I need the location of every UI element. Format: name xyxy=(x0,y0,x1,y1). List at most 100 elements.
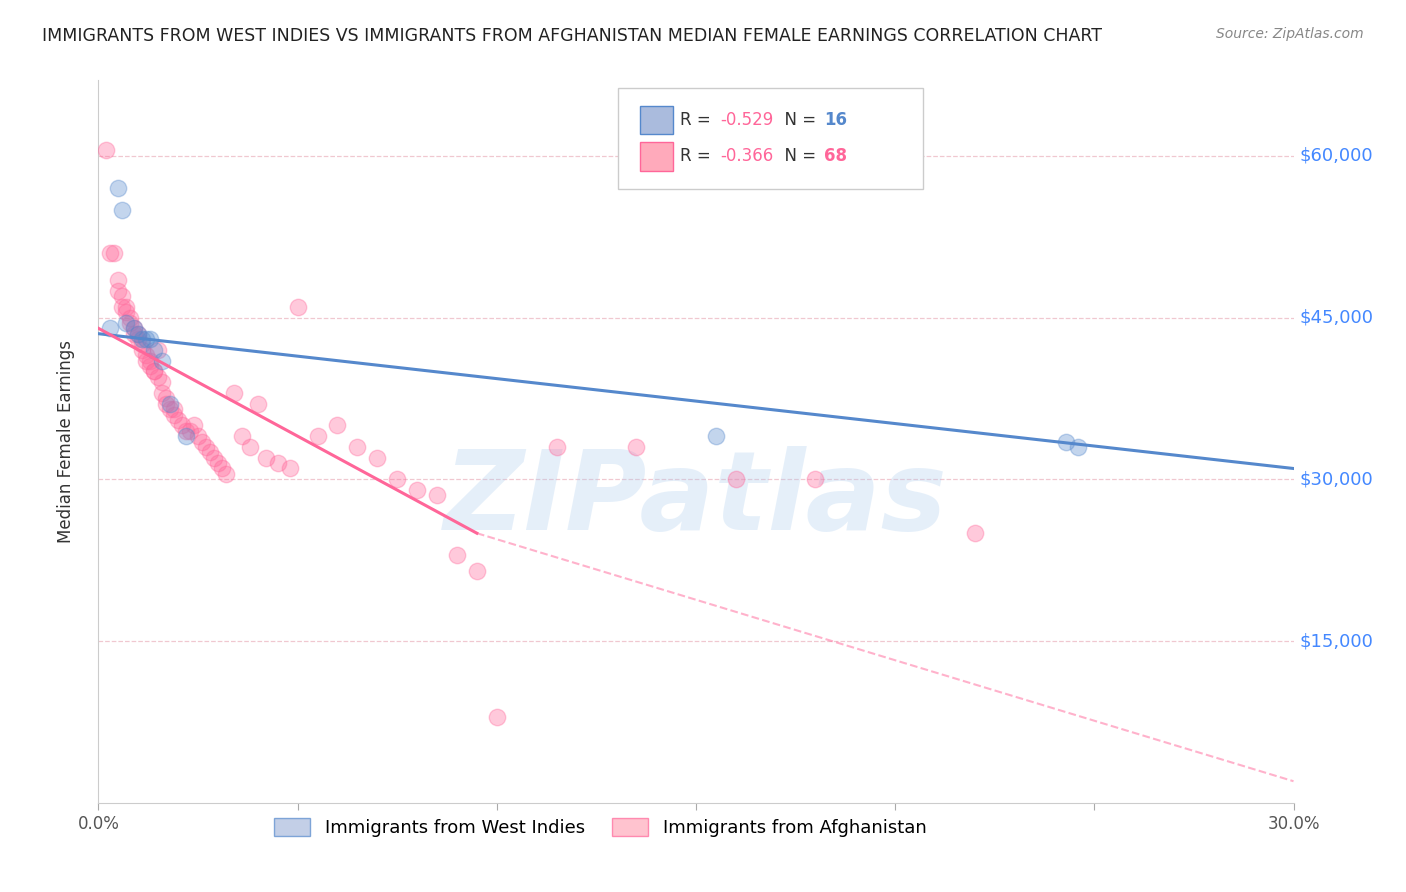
Point xyxy=(246,397,269,411)
Text: Source: ZipAtlas.com: Source: ZipAtlas.com xyxy=(1216,27,1364,41)
Text: $45,000: $45,000 xyxy=(1299,309,1374,326)
Point xyxy=(150,376,173,390)
Point xyxy=(98,321,122,335)
Point xyxy=(231,429,253,443)
Text: $30,000: $30,000 xyxy=(1299,470,1374,488)
Text: $15,000: $15,000 xyxy=(1299,632,1374,650)
Point xyxy=(163,402,186,417)
Point xyxy=(139,359,162,373)
Point xyxy=(103,245,125,260)
Point xyxy=(159,402,181,417)
FancyBboxPatch shape xyxy=(640,142,673,170)
Point xyxy=(179,424,201,438)
Point xyxy=(96,144,118,158)
Point xyxy=(326,418,349,433)
Point xyxy=(98,245,122,260)
Point xyxy=(1056,434,1078,449)
Point xyxy=(172,418,194,433)
Point xyxy=(131,337,153,351)
Y-axis label: Median Female Earnings: Median Female Earnings xyxy=(56,340,75,543)
Text: N =: N = xyxy=(773,111,821,129)
Point xyxy=(143,343,166,357)
Point xyxy=(127,332,149,346)
Text: -0.366: -0.366 xyxy=(720,147,773,165)
Point xyxy=(131,343,153,357)
Point xyxy=(115,316,138,330)
Point xyxy=(135,332,157,346)
Point xyxy=(124,321,146,335)
Point xyxy=(131,332,153,346)
Point xyxy=(150,386,173,401)
Text: IMMIGRANTS FROM WEST INDIES VS IMMIGRANTS FROM AFGHANISTAN MEDIAN FEMALE EARNING: IMMIGRANTS FROM WEST INDIES VS IMMIGRANT… xyxy=(42,27,1102,45)
Point xyxy=(115,300,138,314)
Point xyxy=(446,548,468,562)
Point xyxy=(385,472,409,486)
Legend: Immigrants from West Indies, Immigrants from Afghanistan: Immigrants from West Indies, Immigrants … xyxy=(267,811,934,845)
Point xyxy=(724,472,747,486)
Point xyxy=(143,364,166,378)
Text: 68: 68 xyxy=(824,147,846,165)
Point xyxy=(135,348,157,362)
Point xyxy=(215,467,238,481)
Point xyxy=(127,326,149,341)
Point xyxy=(222,386,245,401)
Point xyxy=(167,413,190,427)
Point xyxy=(174,429,197,443)
Point xyxy=(139,353,162,368)
Point xyxy=(139,332,162,346)
Text: $60,000: $60,000 xyxy=(1299,147,1374,165)
Point xyxy=(183,418,205,433)
Point xyxy=(1067,440,1090,454)
Point xyxy=(465,564,488,578)
FancyBboxPatch shape xyxy=(640,105,673,135)
Point xyxy=(187,429,209,443)
Text: -0.529: -0.529 xyxy=(720,111,773,129)
Point xyxy=(124,326,146,341)
FancyBboxPatch shape xyxy=(619,87,922,189)
Point xyxy=(124,321,146,335)
Point xyxy=(198,445,221,459)
Point xyxy=(120,310,142,325)
Point xyxy=(143,364,166,378)
Point xyxy=(174,424,197,438)
Text: R =: R = xyxy=(681,111,717,129)
Point xyxy=(111,202,134,217)
Point xyxy=(254,450,277,465)
Point xyxy=(150,353,173,368)
Text: 16: 16 xyxy=(824,111,846,129)
Point xyxy=(366,450,388,465)
Point xyxy=(626,440,648,454)
Point xyxy=(163,408,186,422)
Point xyxy=(148,343,170,357)
Text: ZIPatlas: ZIPatlas xyxy=(444,446,948,553)
Point xyxy=(239,440,262,454)
Text: N =: N = xyxy=(773,147,821,165)
Point xyxy=(267,456,290,470)
Point xyxy=(135,353,157,368)
Point xyxy=(191,434,214,449)
Point xyxy=(546,440,568,454)
Point xyxy=(346,440,368,454)
Point xyxy=(159,397,181,411)
Point xyxy=(207,456,229,470)
Point xyxy=(107,273,129,287)
Point xyxy=(107,284,129,298)
Point xyxy=(426,488,449,502)
Point xyxy=(804,472,827,486)
Point xyxy=(278,461,301,475)
Point xyxy=(107,181,129,195)
Point xyxy=(963,526,986,541)
Point xyxy=(111,300,134,314)
Point xyxy=(704,429,727,443)
Point xyxy=(202,450,225,465)
Point xyxy=(307,429,329,443)
Point xyxy=(120,316,142,330)
Point xyxy=(155,392,177,406)
Point xyxy=(127,326,149,341)
Text: R =: R = xyxy=(681,147,717,165)
Point xyxy=(155,397,177,411)
Point xyxy=(406,483,429,497)
Point xyxy=(111,289,134,303)
Point xyxy=(195,440,218,454)
Point xyxy=(148,369,170,384)
